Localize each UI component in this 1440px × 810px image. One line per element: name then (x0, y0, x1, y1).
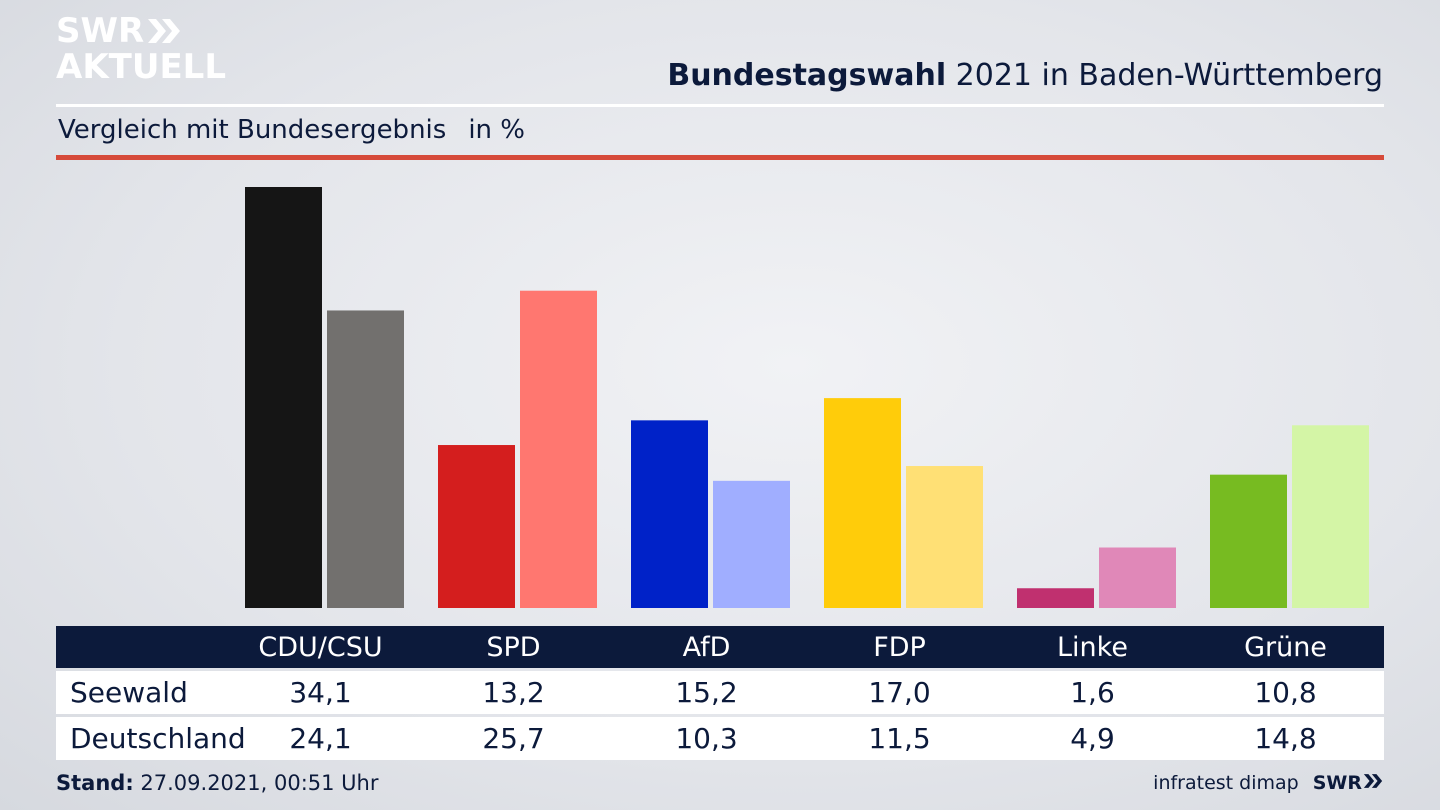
chart-subtitle: Vergleich mit Bundesergebnis in % (58, 115, 525, 145)
table-row: Deutschland 24,1 25,7 10,3 11,5 4,9 14,8 (56, 717, 1384, 760)
data-label: 24,1 (289, 722, 352, 755)
page-title: Bundestagswahl 2021 in Baden-Württemberg (667, 58, 1383, 93)
data-label: 10,8 (1254, 676, 1317, 709)
data-label: 10,3 (675, 722, 738, 755)
bar-afd-deutschland (713, 480, 790, 608)
row-label-deutschland: Deutschland (70, 722, 246, 755)
tick-label: Grüne (1244, 631, 1327, 663)
tick-label: Linke (1057, 631, 1128, 663)
footer-brand: SWR (1313, 772, 1384, 794)
bar-linke-seewald (1017, 588, 1094, 608)
double-chevron-icon (1362, 772, 1384, 794)
tick-label: FDP (873, 631, 926, 663)
source-text: infratest dimap (1153, 772, 1299, 794)
double-chevron-icon (146, 17, 182, 45)
bar-chart (245, 187, 1369, 608)
data-label: 15,2 (675, 676, 738, 709)
bar-gr-ne-deutschland (1292, 425, 1369, 608)
row-label-seewald: Seewald (70, 676, 188, 709)
table-header: CDU/CSU SPD AfD FDP Linke Grüne (56, 626, 1384, 668)
data-label: 11,5 (868, 722, 931, 755)
source-credit: infratest dimap SWR (1153, 772, 1384, 794)
bar-cdu-csu-seewald (245, 187, 322, 608)
tick-label: AfD (682, 631, 731, 663)
accent-divider (56, 155, 1384, 160)
tick-label: SPD (486, 631, 541, 663)
bar-gr-ne-seewald (1210, 474, 1287, 608)
header-divider (56, 104, 1384, 107)
table-row: Seewald 34,1 13,2 15,2 17,0 1,6 10,8 (56, 671, 1384, 714)
subtitle-unit: in % (468, 115, 525, 145)
data-label: 14,8 (1254, 722, 1317, 755)
data-label: 13,2 (482, 676, 545, 709)
title-rest: 2021 in Baden-Württemberg (946, 58, 1383, 93)
bar-fdp-deutschland (906, 466, 983, 608)
subtitle-text: Vergleich mit Bundesergebnis (58, 115, 447, 145)
bar-afd-seewald (631, 420, 708, 608)
timestamp: Stand: 27.09.2021, 00:51 Uhr (56, 771, 379, 795)
logo-line2: AKTUELL (56, 47, 227, 87)
bar-spd-deutschland (520, 290, 597, 608)
tick-label: CDU/CSU (258, 631, 383, 663)
swr-aktuell-logo: SWR AKTUELL (56, 14, 226, 84)
data-label: 4,9 (1070, 722, 1115, 755)
footer-brand-text: SWR (1312, 772, 1362, 794)
title-bold: Bundestagswahl (667, 58, 947, 93)
data-label: 1,6 (1070, 676, 1115, 709)
bar-fdp-seewald (824, 398, 901, 608)
data-label: 34,1 (289, 676, 352, 709)
data-label: 25,7 (482, 722, 545, 755)
logo-line1: SWR (56, 11, 145, 51)
stand-value: 27.09.2021, 00:51 Uhr (133, 771, 379, 795)
bar-cdu-csu-deutschland (327, 310, 404, 608)
stand-label: Stand: (56, 771, 134, 795)
results-table: CDU/CSU SPD AfD FDP Linke Grüne Seewald 34,1 1… (56, 626, 1384, 760)
bar-spd-seewald (438, 445, 515, 608)
bar-linke-deutschland (1099, 547, 1176, 608)
data-label: 17,0 (868, 676, 931, 709)
